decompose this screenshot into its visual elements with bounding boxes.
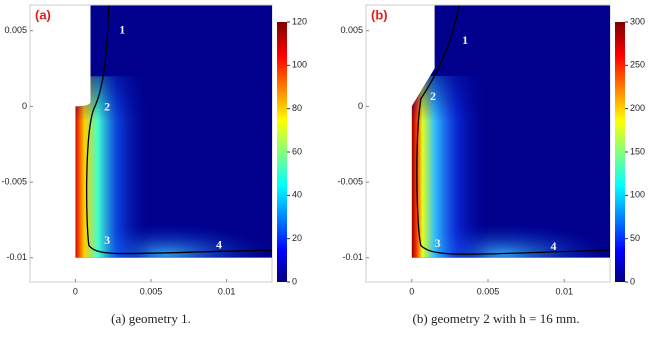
colorbar-label: 120 — [292, 16, 307, 26]
panel-label: (a) — [35, 7, 51, 22]
colorbar-label: 150 — [630, 146, 645, 156]
y-tick-label: 0 — [358, 101, 363, 111]
colorbar-label: 0 — [292, 276, 297, 286]
colorbar-label: 250 — [630, 60, 645, 70]
annotation: 1 — [119, 22, 125, 36]
colorbar-label: 50 — [630, 233, 640, 243]
caption: (b) geometry 2 with h = 16 mm. — [413, 311, 580, 326]
panel-label: (b) — [371, 7, 388, 22]
annotation: 4 — [216, 237, 222, 251]
annotation: 3 — [104, 233, 110, 247]
colorbar-label: 300 — [630, 16, 645, 26]
field — [75, 5, 272, 258]
annotation: 4 — [551, 239, 557, 253]
x-tick-label: 0.01 — [555, 286, 573, 296]
colorbar-label: 60 — [292, 146, 302, 156]
y-tick-label: -0.005 — [1, 176, 27, 186]
y-tick-label: 0 — [22, 101, 27, 111]
annotation: 2 — [430, 89, 436, 103]
annotation: 2 — [104, 100, 110, 114]
annotation: 1 — [462, 33, 468, 47]
x-tick-label: 0.005 — [477, 286, 500, 296]
colorbar-label: 200 — [630, 103, 645, 113]
colorbar-label: 100 — [630, 190, 645, 200]
x-tick-label: 0 — [73, 286, 78, 296]
field-hot — [411, 75, 488, 258]
annotation: 3 — [435, 236, 441, 250]
field-hot — [75, 76, 151, 258]
colorbar — [277, 22, 287, 282]
x-tick-label: 0.005 — [140, 286, 163, 296]
x-tick-label: 0 — [409, 286, 414, 296]
y-tick-label: -0.01 — [6, 252, 27, 262]
y-tick-label: -0.01 — [342, 252, 363, 262]
y-tick-label: 0.005 — [4, 25, 27, 35]
colorbar — [615, 22, 625, 282]
colorbar-label: 40 — [292, 190, 302, 200]
y-tick-label: 0.005 — [340, 25, 363, 35]
colorbar-label: 0 — [630, 276, 635, 286]
colorbar-label: 100 — [292, 60, 307, 70]
contour-line — [416, 5, 611, 255]
caption: (a) geometry 1. — [111, 311, 191, 326]
y-tick-label: -0.005 — [337, 176, 363, 186]
colorbar-label: 80 — [292, 103, 302, 113]
colorbar-label: 20 — [292, 233, 302, 243]
contour-line — [86, 5, 273, 255]
field — [411, 5, 610, 258]
x-tick-label: 0.01 — [218, 286, 236, 296]
